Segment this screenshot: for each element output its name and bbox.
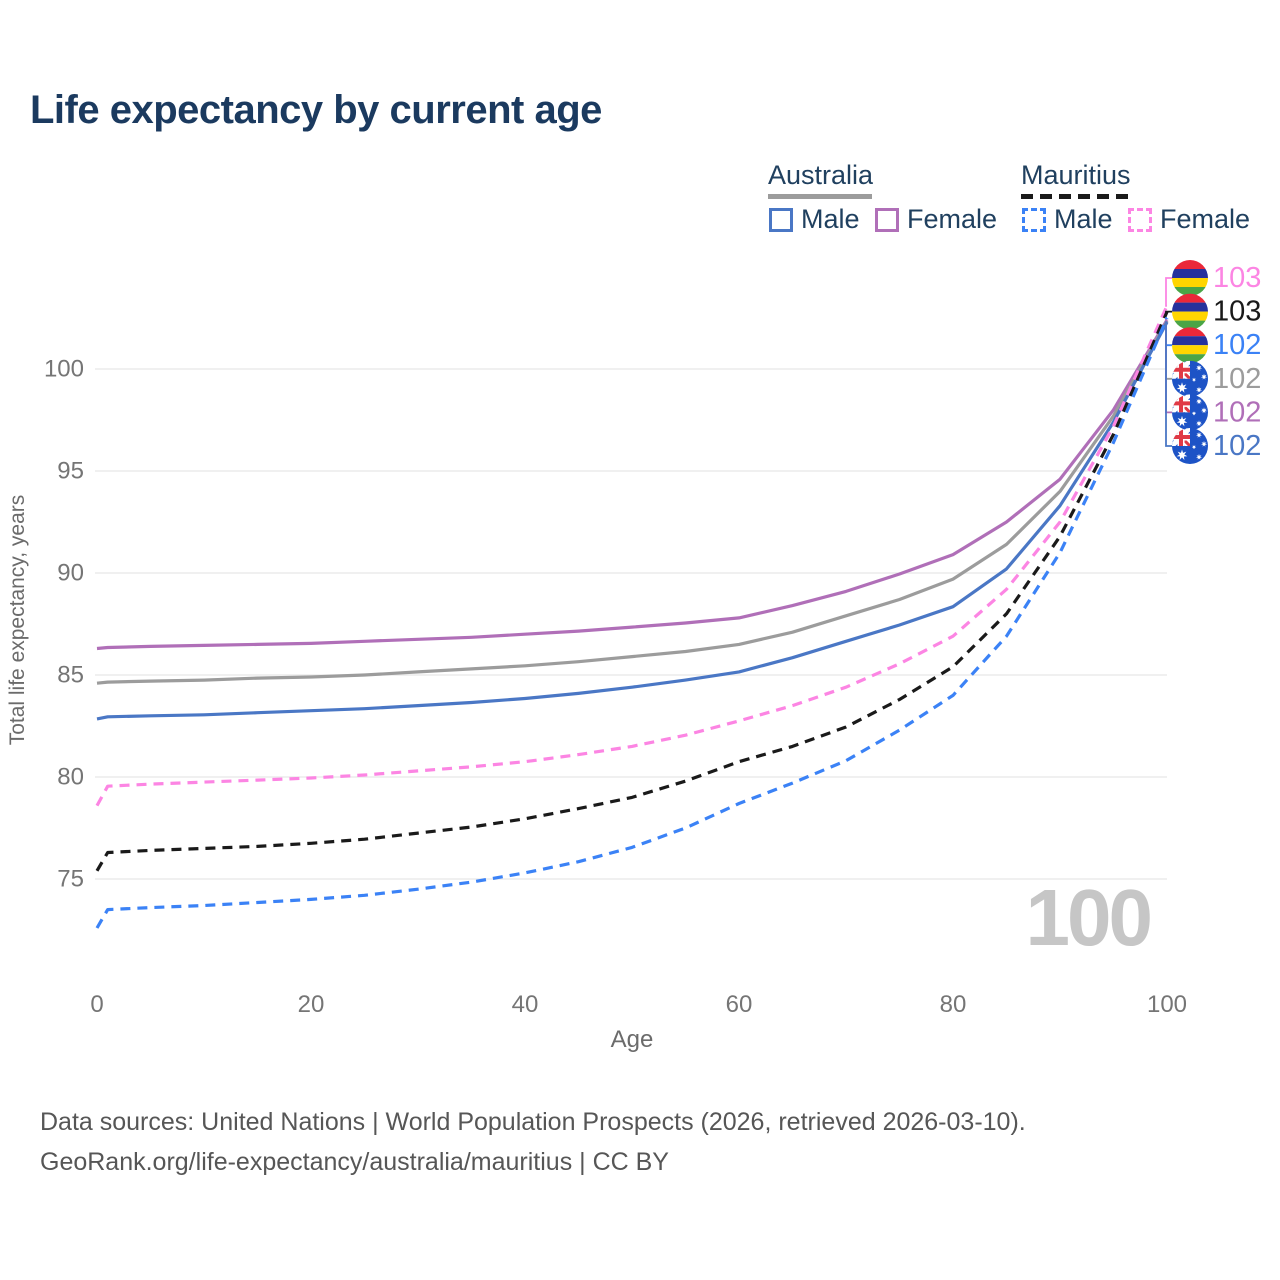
australia-flag-icon <box>1172 360 1208 397</box>
footer-data-sources: Data sources: United Nations | World Pop… <box>40 1108 1026 1136</box>
legend-swatch-mauritius-male-icon <box>1022 208 1046 232</box>
series-line-australia-male <box>96 321 1169 721</box>
end-label-value-mauritius-female: 103 <box>1213 262 1261 294</box>
x-tick-label-100: 100 <box>1147 991 1187 1018</box>
end-label-leader-australia-male <box>1165 321 1172 447</box>
y-axis-title: Total life expectancy, years <box>6 494 29 746</box>
mauritius-flag-icon <box>1172 327 1208 364</box>
footer-attribution: GeoRank.org/life-expectancy/australia/ma… <box>40 1148 669 1176</box>
series-line-australia-female <box>96 319 1169 651</box>
y-tick-label-85: 85 <box>57 662 84 689</box>
legend-swatch-mauritius-female-icon <box>1128 208 1152 232</box>
x-tick-label-0: 0 <box>90 991 103 1018</box>
y-tick-label-100: 100 <box>44 356 84 383</box>
legend-label-australia-female: Female <box>907 204 998 234</box>
x-tick-label-60: 60 <box>726 991 753 1018</box>
x-tick-label-20: 20 <box>298 991 325 1018</box>
end-label-leader-mauritius-female <box>1165 277 1172 307</box>
series-line-mauritius-male <box>95 317 1169 929</box>
mauritius-flag-icon <box>1172 260 1208 296</box>
mauritius-flag-icon <box>1172 293 1208 330</box>
age-frame-watermark: 100 <box>1025 873 1153 962</box>
series-line-mauritius <box>95 311 1169 872</box>
legend-label-mauritius-female: Female <box>1160 204 1251 234</box>
x-tick-label-80: 80 <box>940 991 967 1018</box>
australia-flag-icon <box>1172 394 1208 431</box>
legend-underline-australia-solid-line <box>768 194 872 199</box>
legend-group-mauritius: Mauritius <box>1021 160 1131 190</box>
page-title: Life expectancy by current age <box>30 88 602 132</box>
y-tick-label-75: 75 <box>57 866 84 893</box>
legend-group-australia: Australia <box>768 160 874 190</box>
x-tick-label-40: 40 <box>512 991 539 1018</box>
end-label-value-australia-female: 102 <box>1213 396 1261 428</box>
x-axis-title: Age <box>610 1026 654 1053</box>
australia-flag-icon <box>1172 428 1208 464</box>
legend-underline-mauritius-dashed-line <box>1021 194 1133 199</box>
y-tick-label-90: 90 <box>57 560 84 587</box>
y-tick-label-95: 95 <box>57 458 84 485</box>
end-label-value-mauritius: 103 <box>1213 296 1261 328</box>
series-line-mauritius-female <box>95 305 1169 807</box>
legend-label-mauritius-male: Male <box>1054 204 1113 234</box>
end-label-value-australia-male: 102 <box>1213 430 1261 462</box>
legend-swatch-australia-male-icon <box>769 208 793 232</box>
end-label-value-australia: 102 <box>1213 363 1261 395</box>
legend-label-australia-male: Male <box>801 204 860 234</box>
y-tick-label-80: 80 <box>57 764 84 791</box>
series-line-australia <box>96 320 1169 685</box>
legend-swatch-australia-female-icon <box>875 208 899 232</box>
end-label-value-mauritius-male: 102 <box>1213 329 1261 361</box>
